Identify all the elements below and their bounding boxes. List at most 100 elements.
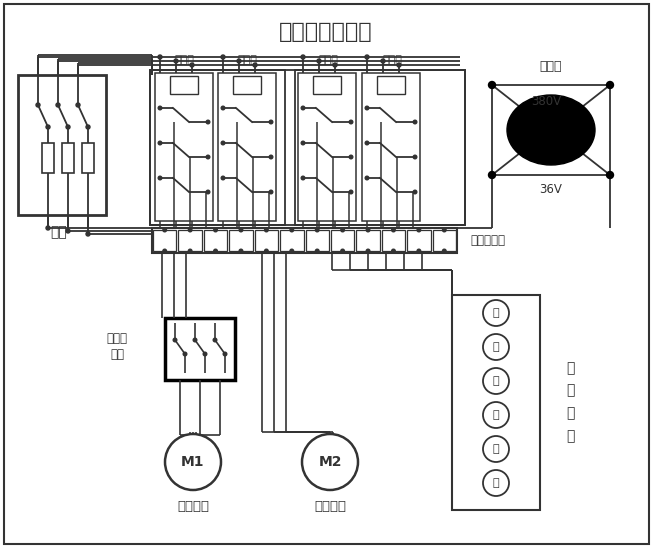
Ellipse shape [507,95,595,165]
Circle shape [206,120,210,124]
Circle shape [214,249,217,253]
Text: M2: M2 [318,455,342,469]
Circle shape [46,226,50,230]
Text: 380V: 380V [531,95,561,108]
Circle shape [301,141,305,145]
Text: 接触器: 接触器 [174,55,194,65]
Bar [295,70,465,225]
Circle shape [158,55,162,59]
Text: 断火限: 断火限 [106,332,127,345]
Circle shape [392,228,395,232]
Circle shape [365,106,369,110]
Bar [42,143,54,173]
Circle shape [46,125,50,129]
Circle shape [290,228,294,232]
Text: 接触器: 接触器 [237,55,257,65]
Circle shape [173,338,177,342]
Circle shape [165,434,221,490]
Circle shape [341,228,344,232]
Bar [298,73,356,221]
Circle shape [365,55,369,59]
Circle shape [253,63,257,67]
Circle shape [333,63,337,67]
Text: 上: 上 [492,376,500,386]
Circle shape [483,368,509,394]
Circle shape [221,176,225,180]
Bar [382,230,405,251]
Bar [362,73,420,221]
Circle shape [301,55,305,59]
Circle shape [290,249,294,253]
Circle shape [366,249,370,253]
Circle shape [163,228,167,232]
Circle shape [443,249,446,253]
Circle shape [301,176,305,180]
Circle shape [174,59,178,63]
Circle shape [483,436,509,462]
Circle shape [317,59,321,63]
Circle shape [188,249,192,253]
Bar [18,75,106,215]
Text: 接线端子排: 接线端子排 [470,233,505,247]
Circle shape [213,338,217,342]
Bar [306,230,329,251]
Bar [178,230,202,251]
Circle shape [158,106,162,110]
Circle shape [193,338,197,342]
Text: 升降电机: 升降电机 [177,500,209,513]
Text: 36V: 36V [539,183,562,196]
Bar [62,143,74,173]
Text: 行走电机: 行走电机 [314,500,346,513]
Circle shape [315,249,319,253]
Circle shape [239,228,243,232]
Circle shape [413,120,417,124]
Bar [407,230,430,251]
Circle shape [349,120,353,124]
Circle shape [381,59,385,63]
Circle shape [86,125,90,129]
Bar [357,230,380,251]
Circle shape [417,249,421,253]
Circle shape [341,249,344,253]
Circle shape [392,249,395,253]
Text: 接触器: 接触器 [318,55,338,65]
Circle shape [190,63,194,67]
Circle shape [203,352,207,356]
Circle shape [269,190,273,194]
Text: 右: 右 [492,478,500,488]
Bar [150,70,285,225]
Circle shape [221,141,225,145]
Bar [155,73,213,221]
Text: M1: M1 [182,455,205,469]
Circle shape [483,300,509,326]
Text: 闸刀: 闸刀 [51,225,67,239]
Circle shape [483,402,509,428]
Circle shape [221,106,225,110]
Circle shape [221,55,225,59]
Circle shape [264,249,268,253]
Circle shape [269,155,273,159]
Bar [280,230,304,251]
Circle shape [443,228,446,232]
Circle shape [158,141,162,145]
Bar [152,228,457,253]
Text: 位器: 位器 [110,347,124,361]
Bar [313,76,341,94]
Circle shape [417,228,421,232]
Circle shape [183,352,187,356]
Text: 变压器: 变压器 [540,60,562,73]
Circle shape [483,334,509,360]
Circle shape [366,228,370,232]
Text: 电动葫芦接线图: 电动葫芦接线图 [279,22,373,42]
Circle shape [413,155,417,159]
Bar [233,76,261,94]
Circle shape [158,176,162,180]
Circle shape [188,228,192,232]
Circle shape [239,249,243,253]
Circle shape [86,232,90,236]
Text: 下: 下 [492,410,500,420]
Bar [229,230,253,251]
Circle shape [36,103,40,107]
Circle shape [269,120,273,124]
Bar [255,230,278,251]
